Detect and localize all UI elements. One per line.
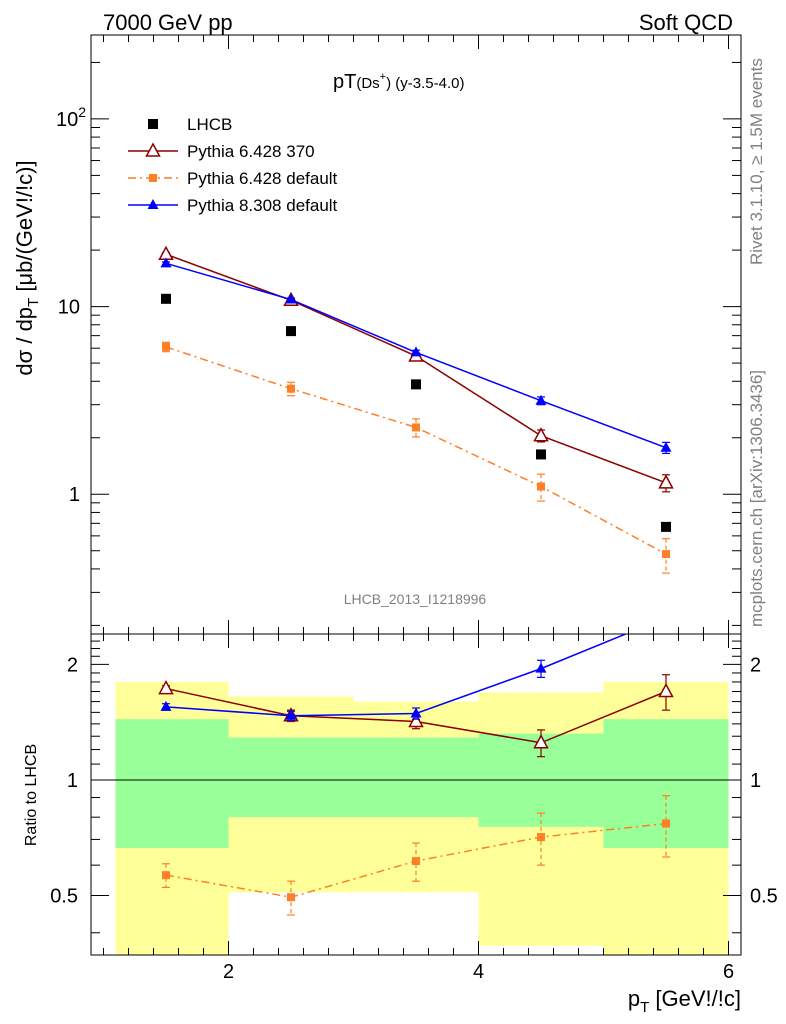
legend-entry-1: Pythia 6.428 370 [128,142,315,161]
data-point [162,871,170,880]
data-point [411,379,421,390]
green-band-1 [228,737,354,818]
legend-marker [148,119,158,129]
data-point [162,342,170,351]
data-point [537,482,545,491]
y-tick-label-ratio-left: 1 [67,770,78,792]
ratio-frame [90,633,742,956]
data-point [285,709,297,720]
data-point [533,427,549,442]
data-point [536,449,546,460]
data-point [537,833,545,842]
legend-label: Pythia 8.308 default [187,196,338,215]
plot-title: pT(Ds+) (y-3.5-4.0) [333,71,464,93]
y-tick-label-ratio-right: 2 [750,654,761,676]
x-tick-label: 4 [473,961,484,983]
source-label: mcplots.cern.ch [arXiv:1306.3436] [747,370,766,627]
data-point [285,293,297,304]
data-point [158,680,174,695]
green-band-2 [353,737,479,818]
ratio-panel-series-1 [162,795,670,916]
top-panel-series-2 [162,341,670,574]
legend-marker [149,174,157,182]
title-tail: ) (y-3.5-4.0) [386,75,464,92]
data-point [662,819,670,828]
title-main: pT [333,71,356,93]
data-point [535,662,547,673]
data-point [160,700,172,711]
y-tick-label-ratio-right: 1 [750,770,761,792]
ratio-panel-series-2 [160,611,672,721]
x-tick-label: 2 [223,961,234,983]
legend-entry-0: LHCB [148,115,232,134]
y-tick-label-ratio-left: 0.5 [50,886,78,908]
green-band-0 [115,719,229,848]
data-point [535,394,547,405]
data-point [412,857,420,866]
legend-marker [147,199,159,209]
data-point [412,423,420,432]
ratio-panel [158,611,674,916]
legend: LHCB Pythia 6.428 370 Pythia 6.428 default… [128,115,338,215]
y-tick-label-ratio-right: 0.5 [750,886,778,908]
data-point [410,707,422,718]
series-line [165,346,667,555]
data-point [286,326,296,337]
text-labels: 7000 GeV pp Soft QCD pT(Ds+) (y-3.5-4.0)… [12,10,778,1016]
title-sup: + [380,71,386,83]
data-point [658,682,674,698]
top-panel-series-0 [161,293,671,532]
data-point [661,611,672,621]
legend-entry-2: Pythia 6.428 default [128,169,338,188]
legend-label: Pythia 6.428 default [187,169,338,188]
data-point [408,712,424,728]
data-point [161,293,171,304]
series-line [165,253,667,484]
data-point [533,734,549,749]
legend-entry-3: Pythia 8.308 default [128,196,338,215]
analysis-watermark: LHCB_2013_I1218996 [344,591,487,607]
data-point [287,893,295,902]
axis-frames [90,34,742,956]
rivet-label: Rivet 3.1.10, ≥ 1.5M events [747,58,766,265]
data-point [410,346,422,357]
data-point [658,474,674,489]
legend-label: Pythia 6.428 370 [187,142,315,161]
header-left: 7000 GeV pp [103,10,233,35]
y-tick-label-ratio-left: 2 [67,654,78,676]
x-axis-label: pT [GeV!/!c] [628,986,741,1016]
y-tick-label-top: 10 [58,297,80,319]
data-point [160,257,172,268]
data-point [661,521,671,532]
top-panel [158,245,674,574]
y-axis-label-ratio: Ratio to LHCB [23,744,40,846]
data-point [662,550,670,559]
legend-marker [145,142,161,157]
x-tick-label: 6 [723,961,734,983]
data-point [287,384,295,393]
header-right: Soft QCD [639,10,733,35]
data-series [158,245,674,916]
data-point [660,441,672,452]
green-band-4 [603,719,729,848]
top-panel-series-3 [160,257,672,455]
y-tick-label-top: 102 [56,104,86,131]
y-axis-label-top: dσ / dpT [μb/(GeV!/!c)] [12,160,42,375]
y-tick-label-top: 1 [69,484,80,506]
title-paren: (Ds [356,75,379,92]
legend-label: LHCB [187,115,232,134]
